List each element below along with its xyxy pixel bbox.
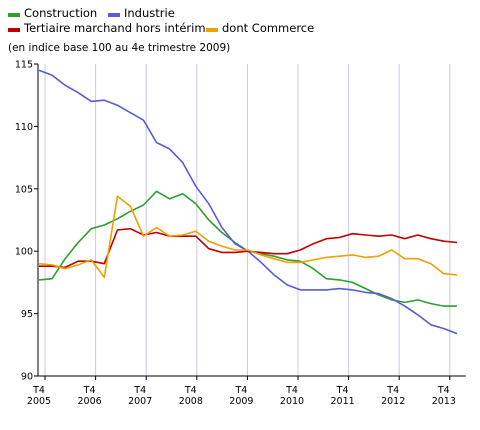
grid — [44, 64, 451, 376]
y-tick-label: 105 — [15, 184, 33, 195]
x-tick-quarter: T4 — [234, 385, 247, 396]
series-line — [38, 190, 457, 307]
y-tick-label: 115 — [15, 60, 33, 71]
x-tick-quarter: T4 — [32, 385, 45, 396]
x-tick-year: 2013 — [432, 396, 456, 407]
legend-swatch — [206, 28, 218, 32]
y-tick-label: 110 — [15, 122, 33, 133]
x-tick-quarter: T4 — [386, 385, 399, 396]
legend-label: Tertiaire marchand hors intérim — [23, 21, 206, 35]
x-tick-year: 2010 — [280, 396, 304, 407]
x-tick-year: 2011 — [331, 396, 355, 407]
legend-label: Construction — [24, 6, 97, 20]
x-tick-year: 2012 — [381, 396, 405, 407]
legend-label: Industrie — [124, 6, 175, 20]
x-tick-quarter: T4 — [336, 385, 349, 396]
series-line — [38, 195, 458, 279]
axes — [37, 64, 466, 377]
x-axis-ticks: T42005T42006T42007T42008T42009T42010T420… — [27, 376, 456, 407]
x-tick-quarter: T4 — [83, 385, 96, 396]
x-tick-quarter: T4 — [437, 385, 450, 396]
legend-swatch — [8, 13, 20, 17]
chart-subtitle: (en indice base 100 au 4e trimestre 2009… — [8, 42, 230, 54]
x-tick-quarter: T4 — [285, 385, 298, 396]
y-axis-ticks: 90 95 100 105 110 115 — [15, 60, 38, 383]
legend-swatch — [108, 13, 120, 17]
legend-swatch — [8, 28, 20, 32]
x-tick-year: 2008 — [179, 396, 203, 407]
series-line — [38, 69, 458, 335]
x-tick-year: 2006 — [78, 396, 102, 407]
x-tick-quarter: T4 — [133, 385, 146, 396]
x-tick-year: 2007 — [128, 396, 152, 407]
y-tick-label: 90 — [21, 372, 33, 383]
y-tick-label: 100 — [15, 247, 33, 258]
y-tick-label: 95 — [21, 309, 33, 320]
x-tick-year: 2009 — [229, 396, 253, 407]
series-lines — [38, 69, 458, 335]
x-tick-year: 2005 — [27, 396, 51, 407]
series-line — [39, 227, 458, 269]
legend-label: dont Commerce — [222, 21, 314, 35]
x-tick-quarter: T4 — [184, 385, 197, 396]
